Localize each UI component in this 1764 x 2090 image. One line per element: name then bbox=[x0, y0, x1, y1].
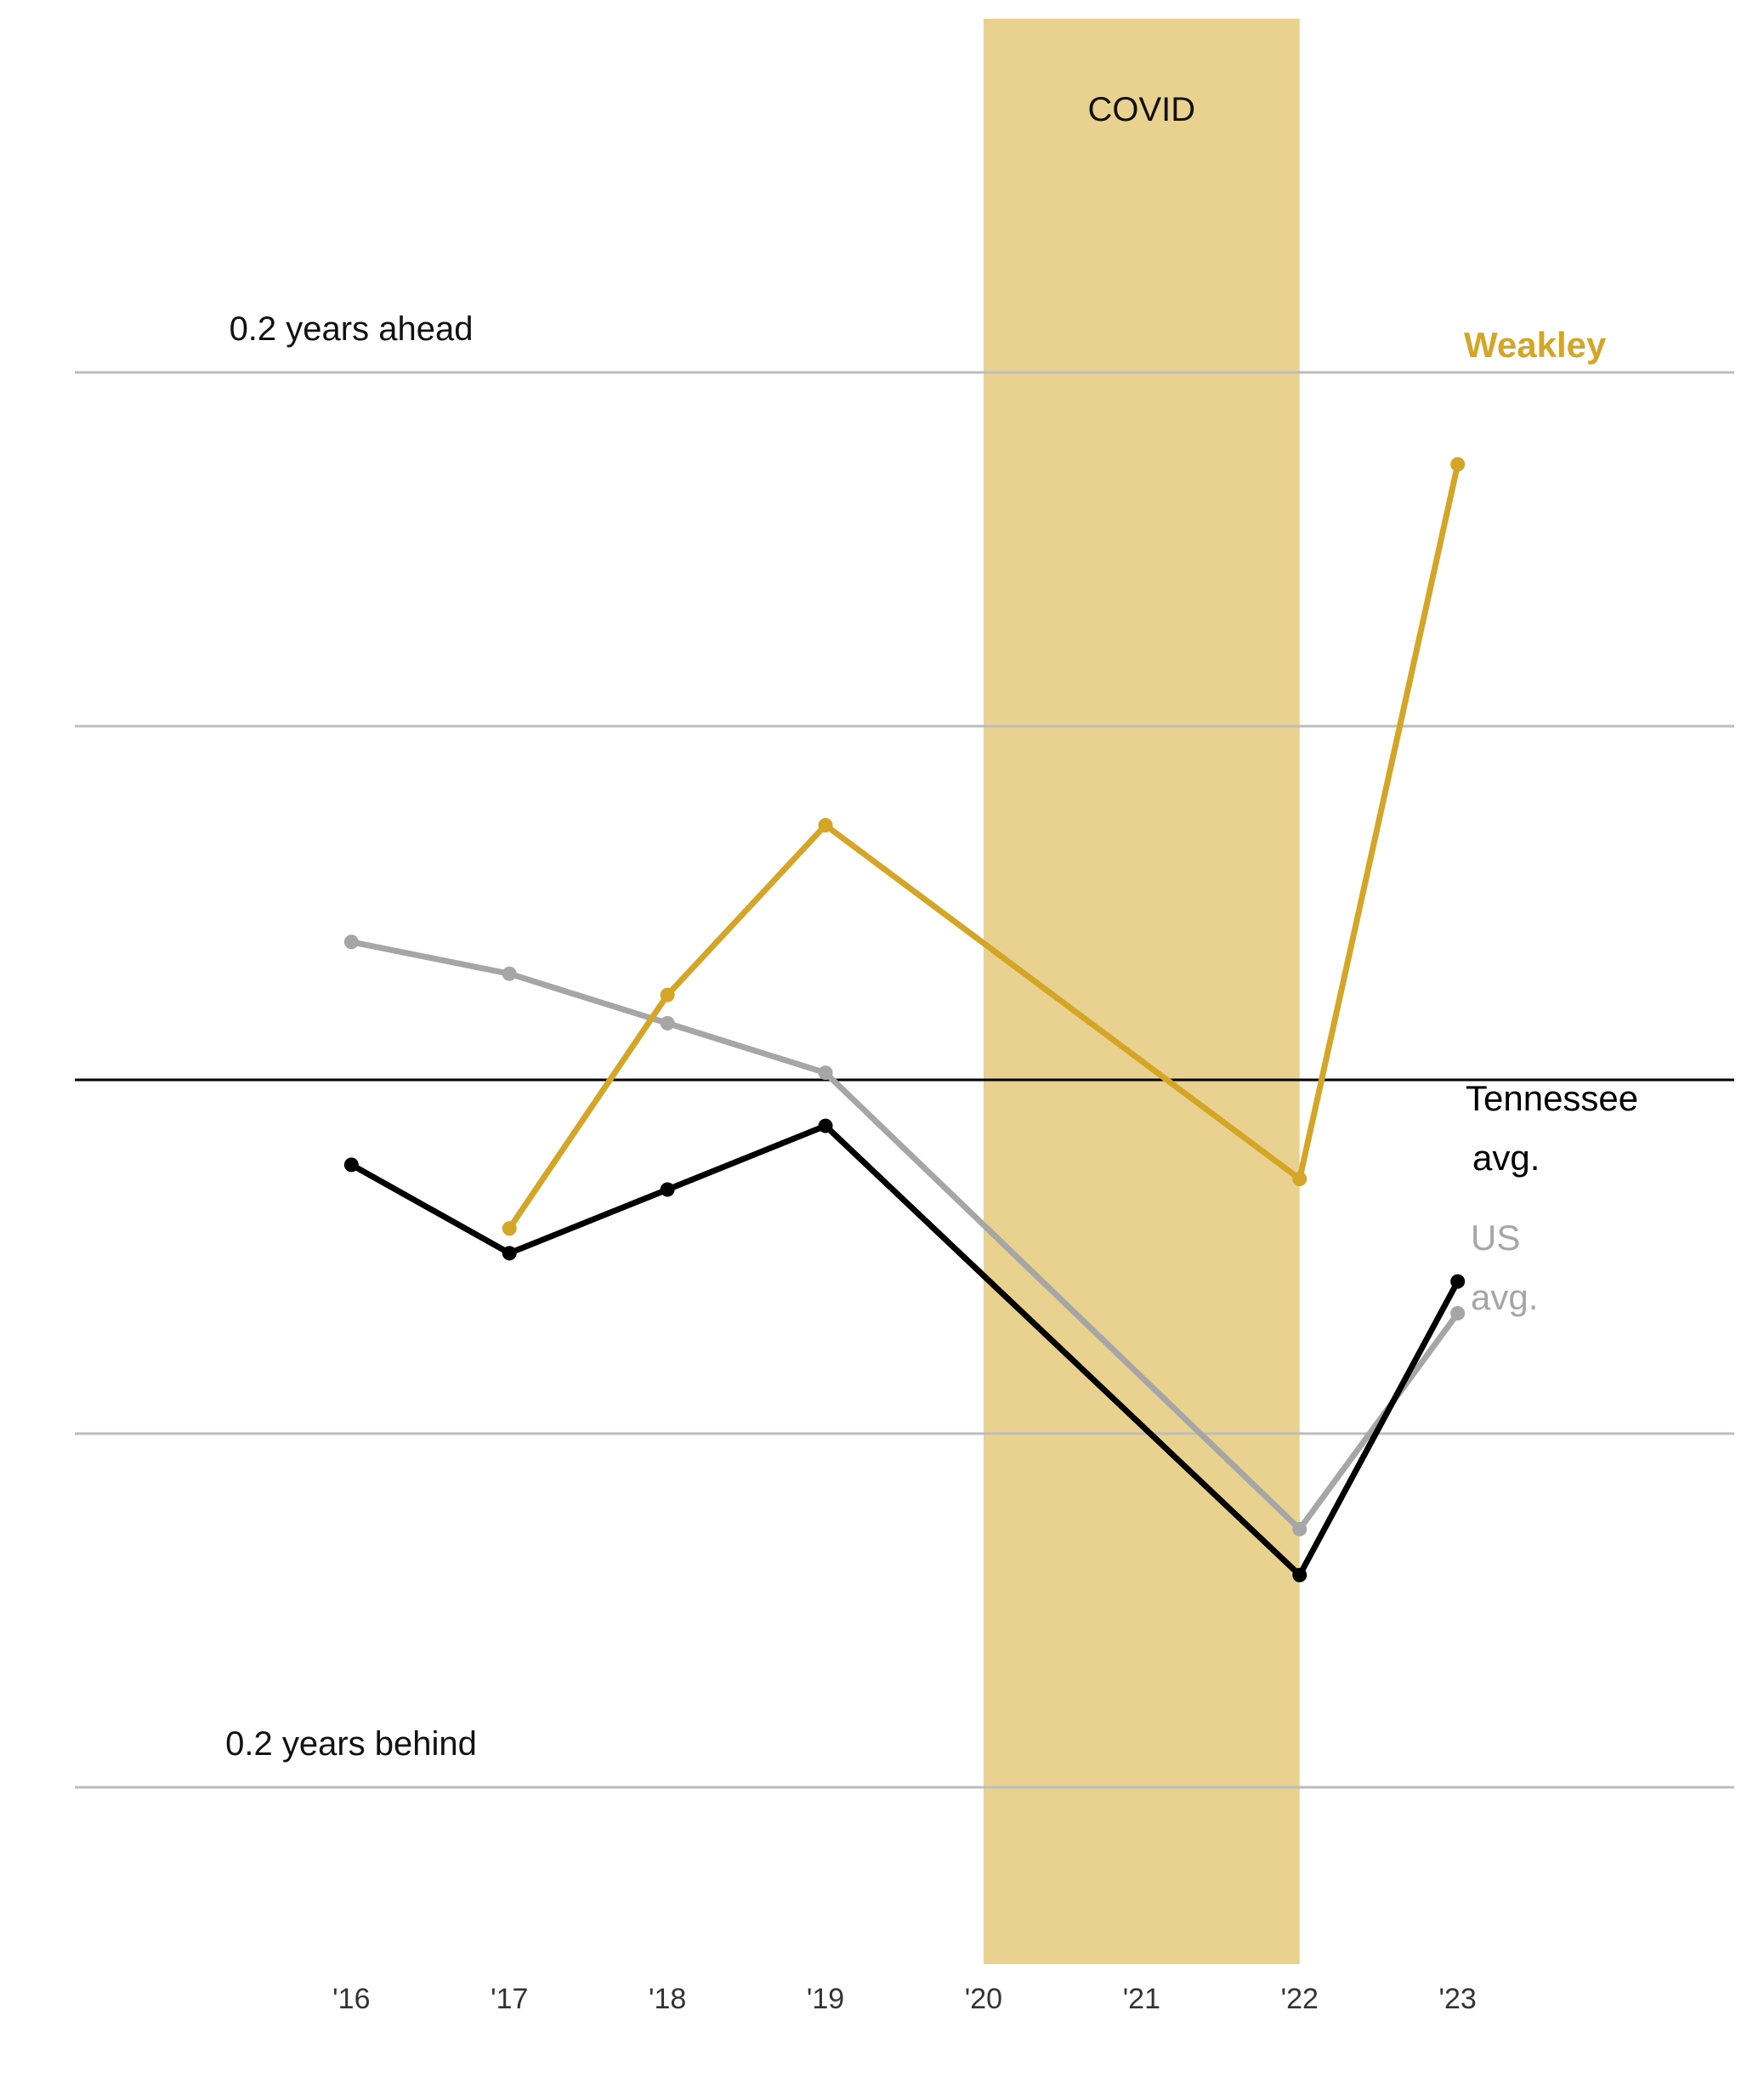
covid-label: COVID bbox=[1088, 91, 1196, 128]
covid-band bbox=[983, 19, 1300, 1964]
point-tennessee-avg-0 bbox=[343, 1157, 359, 1173]
x-tick-label-4: '20 bbox=[965, 1983, 1002, 2015]
point-tennessee-avg-2 bbox=[660, 1182, 675, 1197]
x-tick-label-1: '17 bbox=[491, 1983, 528, 2015]
point-us-avg-3 bbox=[818, 1065, 833, 1081]
point-us-avg-4 bbox=[1292, 1521, 1307, 1536]
point-us-avg-1 bbox=[502, 966, 517, 981]
series-label-line: Weakley bbox=[1464, 325, 1607, 365]
x-tick-label-7: '23 bbox=[1439, 1983, 1477, 2015]
point-us-avg-2 bbox=[660, 1015, 675, 1031]
point-tennessee-avg-3 bbox=[818, 1118, 833, 1133]
x-tick-label-0: '16 bbox=[332, 1983, 370, 2015]
point-tennessee-avg-5 bbox=[1450, 1274, 1466, 1289]
series-label-us-avg: US avg. bbox=[1471, 1218, 1538, 1317]
x-tick-label-5: '21 bbox=[1123, 1983, 1160, 2015]
series-label-tennessee-avg: Tennessee avg. bbox=[1466, 1078, 1638, 1178]
x-tick-label-6: '22 bbox=[1281, 1983, 1319, 2015]
point-weakley-2 bbox=[818, 817, 833, 832]
point-weakley-3 bbox=[1292, 1171, 1307, 1186]
point-weakley-0 bbox=[502, 1221, 517, 1236]
point-weakley-1 bbox=[660, 987, 675, 1002]
series-line-us-avg bbox=[348, 939, 1461, 1532]
series-label-line: Tennessee bbox=[1466, 1078, 1638, 1118]
series-label-line: avg. bbox=[1471, 1277, 1538, 1317]
point-tennessee-avg-1 bbox=[502, 1246, 517, 1261]
series-label-line: avg. bbox=[1472, 1138, 1540, 1178]
point-us-avg-5 bbox=[1450, 1306, 1466, 1321]
behind-label: 0.2 years behind bbox=[225, 1725, 477, 1763]
point-weakley-4 bbox=[1450, 457, 1466, 472]
series-line-weakley bbox=[506, 461, 1461, 1232]
x-tick-label-2: '18 bbox=[649, 1983, 686, 2015]
point-us-avg-0 bbox=[343, 934, 359, 950]
series-label-line: US bbox=[1471, 1218, 1520, 1258]
series-label-weakley: Weakley bbox=[1464, 325, 1607, 365]
point-tennessee-avg-4 bbox=[1292, 1567, 1307, 1582]
x-tick-label-3: '19 bbox=[807, 1983, 844, 2015]
ahead-label: 0.2 years ahead bbox=[230, 310, 474, 348]
series-line-tennessee-avg bbox=[348, 1122, 1461, 1578]
